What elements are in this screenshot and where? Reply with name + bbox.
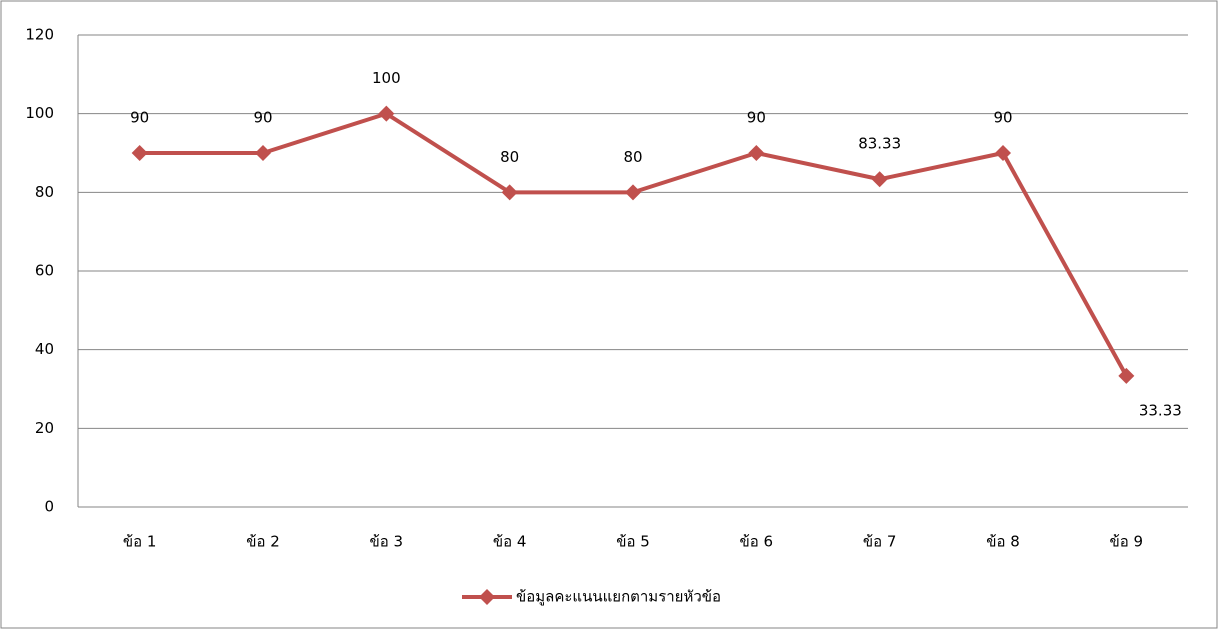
y-tick-label: 20	[35, 419, 54, 437]
data-point	[625, 184, 641, 201]
x-tick-label: ข้อ 9	[1110, 533, 1144, 551]
x-tick-label: ข้อ 3	[370, 533, 404, 551]
y-tick-label: 0	[44, 498, 54, 516]
data-label: 90	[993, 109, 1012, 127]
data-label: 90	[130, 109, 149, 127]
data-label: 80	[623, 148, 642, 166]
x-tick-label: ข้อ 4	[493, 533, 527, 551]
data-point	[131, 145, 148, 161]
y-tick-label: 120	[25, 26, 54, 44]
data-point	[378, 105, 395, 122]
x-tick-label: ข้อ 5	[616, 533, 650, 551]
data-label: 33.33	[1139, 401, 1182, 419]
data-label: 80	[500, 148, 519, 166]
data-point	[1118, 367, 1135, 384]
y-tick-label: 60	[35, 262, 54, 280]
legend-marker	[479, 589, 495, 605]
data-label: 90	[747, 109, 766, 127]
x-tick-label: ข้อ 7	[863, 533, 897, 551]
data-point	[748, 145, 765, 161]
x-tick-label: ข้อ 2	[246, 533, 280, 551]
legend-label: ข้อมูลคะแนนแยกตามรายหัวข้อ	[516, 588, 721, 606]
data-point	[871, 171, 888, 188]
data-label: 83.33	[858, 135, 901, 153]
x-tick-label: ข้อ 6	[740, 533, 774, 551]
y-tick-label: 40	[35, 340, 54, 358]
data-label: 90	[253, 109, 272, 127]
y-tick-label: 80	[35, 183, 54, 201]
x-tick-label: ข้อ 1	[123, 533, 157, 551]
x-tick-label: ข้อ 8	[986, 533, 1020, 551]
data-label: 100	[372, 69, 401, 87]
data-point	[255, 145, 271, 161]
data-point	[995, 145, 1011, 161]
data-point	[501, 184, 518, 201]
y-tick-label: 100	[25, 104, 54, 122]
